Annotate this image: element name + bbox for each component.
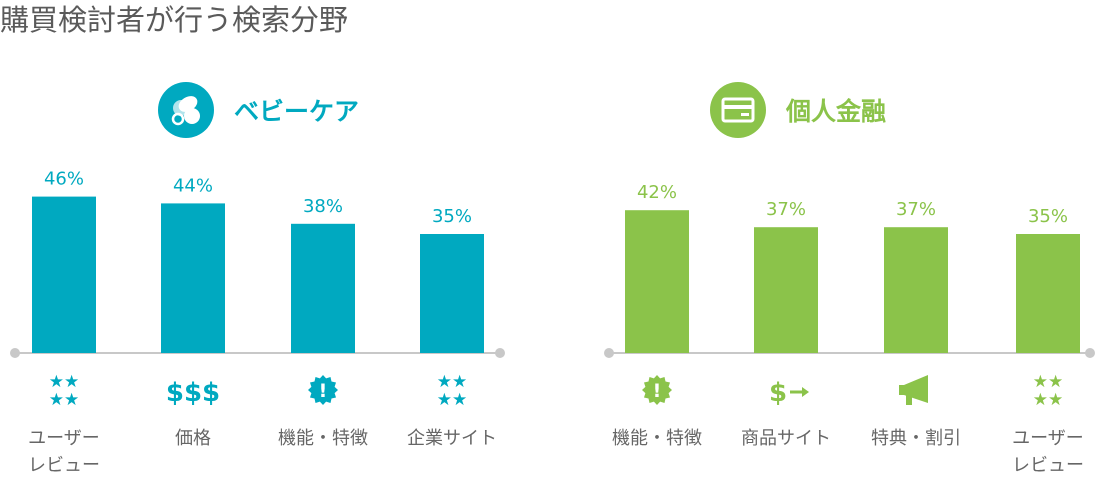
- chart-panel-baby-care: ベビーケア 46% ★★ ★★ ユーザー レビュー 44% $$$ 価格 38%! 機能・特徴 35…: [0, 0, 540, 498]
- bar: [884, 227, 948, 353]
- panel-title: ベビーケア: [234, 97, 360, 126]
- stars-icon: ★★: [437, 390, 467, 410]
- category-label: ユーザー: [28, 428, 100, 449]
- panel-header: ベビーケア: [158, 82, 359, 138]
- category-label: 企業サイト: [407, 428, 497, 449]
- page-title: 購買検討者が行う検索分野: [0, 3, 349, 37]
- axis-end-dot: [495, 348, 505, 358]
- axis-end-dot: [10, 348, 20, 358]
- dollar-signs-icon: $$$: [166, 378, 220, 408]
- megaphone-icon: [899, 375, 928, 405]
- category-label: ユーザー: [1012, 428, 1084, 449]
- bar-value-label: 42%: [637, 182, 677, 203]
- dollar-arrow-icon: $: [769, 378, 809, 408]
- bar: [1016, 234, 1080, 353]
- stars-icon: ★★: [49, 372, 79, 392]
- bar-value-label: 46%: [44, 169, 84, 190]
- exclamation-badge-icon: !: [308, 375, 338, 405]
- category-label: 特典・割引: [871, 428, 961, 449]
- category-label: 価格: [175, 428, 211, 449]
- bar: [161, 203, 225, 353]
- stars-icon: ★★: [49, 390, 79, 410]
- credit-card-icon: [710, 82, 766, 138]
- svg-text:!: !: [653, 380, 662, 402]
- bar: [625, 210, 689, 353]
- panel-title: 個人金融: [786, 97, 887, 126]
- svg-text:$: $: [769, 378, 787, 408]
- category-label: 商品サイト: [741, 428, 831, 449]
- bar-value-label: 37%: [766, 199, 806, 220]
- bar: [291, 223, 355, 353]
- category-label: レビュー: [1012, 455, 1084, 476]
- panel-header: 個人金融: [710, 82, 886, 138]
- bar: [420, 234, 484, 353]
- stars-icon: ★★: [1033, 390, 1063, 410]
- bar-value-label: 38%: [303, 196, 343, 217]
- chart-panel-personal-finance: 個人金融 42%! 機能・特徴 37% $ 商品サイト 37% 特典・割引 35% ★★ ★★ ユー…: [594, 0, 1100, 498]
- axis-end-dot: [1085, 348, 1095, 358]
- bar-value-label: 35%: [1028, 206, 1068, 227]
- category-label: 機能・特徴: [612, 428, 702, 449]
- exclamation-badge-icon: !: [642, 375, 672, 405]
- stars-icon: ★★: [437, 372, 467, 392]
- axis-end-dot: [604, 348, 614, 358]
- pacifier-icon: [158, 82, 214, 138]
- bar-chart-personal-finance: 42%! 機能・特徴 37% $ 商品サイト 37% 特典・割引 35% ★★★★ ユーザーレビュ…: [604, 182, 1095, 476]
- bar-value-label: 44%: [173, 175, 213, 196]
- bar: [754, 227, 818, 353]
- category-label: レビュー: [28, 455, 100, 476]
- category-label: 機能・特徴: [278, 428, 368, 449]
- bar-value-label: 37%: [896, 199, 936, 220]
- bar-chart-baby-care: 46%★★★★ユーザーレビュー44%$$$価格38%!機能・特徴35%★★★★企…: [10, 169, 505, 476]
- svg-text:!: !: [319, 380, 328, 402]
- stars-icon: ★★: [1033, 372, 1063, 392]
- bar: [32, 196, 96, 353]
- bar-value-label: 35%: [432, 206, 472, 227]
